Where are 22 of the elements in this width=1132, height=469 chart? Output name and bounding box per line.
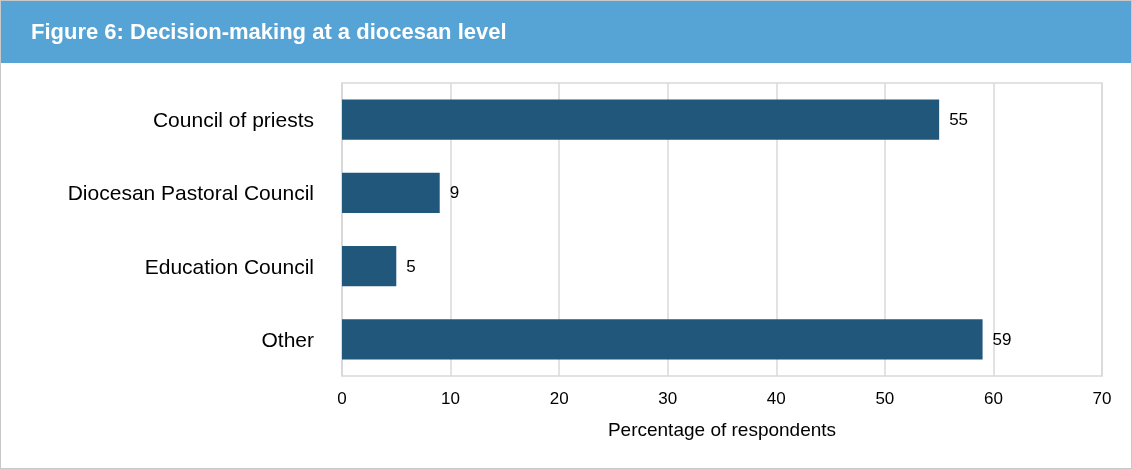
x-tick-label: 70 (1092, 389, 1112, 408)
y-tick-label: Other (261, 327, 314, 351)
x-tick-label: 30 (658, 389, 678, 408)
x-tick-label: 50 (875, 389, 895, 408)
x-tick-label: 20 (549, 389, 569, 408)
x-tick-label: 60 (983, 389, 1003, 408)
chart-title: Figure 6: Decision-making at a diocesan level (1, 1, 1131, 63)
data-label: 55 (949, 110, 969, 130)
data-label: 59 (992, 329, 1012, 349)
bar (342, 319, 983, 360)
x-tick-label: 10 (441, 389, 461, 408)
x-axis-title: Percentage of respondents (607, 419, 837, 440)
y-tick-label: Council of priests (152, 108, 314, 132)
data-label: 5 (406, 256, 416, 276)
data-label: 9 (449, 183, 460, 203)
x-tick-label: 40 (766, 389, 786, 408)
bar (342, 172, 440, 214)
y-tick-label: Education Council (144, 254, 314, 278)
y-tick-label: Diocesan Pastoral Council (67, 181, 314, 205)
x-tick-label: 0 (337, 389, 347, 408)
bar (342, 99, 940, 140)
bar (342, 245, 397, 287)
